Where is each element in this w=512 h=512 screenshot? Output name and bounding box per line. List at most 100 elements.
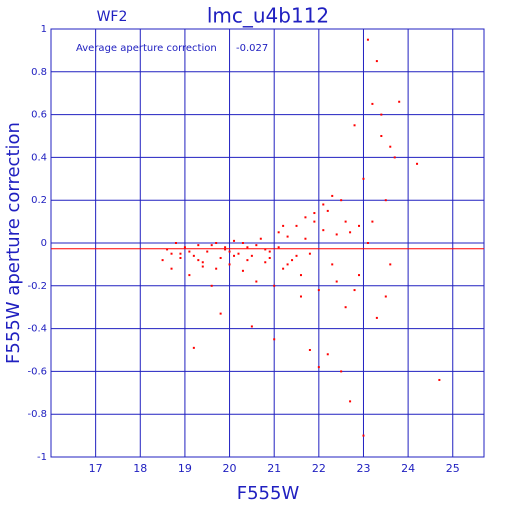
point xyxy=(371,102,374,105)
y-tick-label: -0.8 xyxy=(27,409,47,420)
point xyxy=(340,199,343,202)
point xyxy=(308,252,311,255)
y-tick-label: -0.2 xyxy=(27,281,47,292)
point xyxy=(264,261,267,264)
point xyxy=(286,235,289,238)
y-tick-label: 0.2 xyxy=(31,195,47,206)
point xyxy=(353,289,356,292)
point xyxy=(197,259,200,262)
point xyxy=(304,216,307,219)
y-tick-label: -0.4 xyxy=(27,324,47,335)
point xyxy=(273,338,276,341)
point xyxy=(233,254,236,257)
point xyxy=(255,280,258,283)
point xyxy=(264,248,267,251)
point xyxy=(389,145,392,148)
annotation: Average aperture correction xyxy=(76,43,217,54)
point xyxy=(259,237,262,240)
point xyxy=(375,60,378,63)
point xyxy=(313,212,316,215)
point xyxy=(299,274,302,277)
point xyxy=(322,203,325,206)
point xyxy=(273,284,276,287)
point xyxy=(224,248,227,251)
point xyxy=(224,246,227,249)
point xyxy=(246,259,249,262)
point xyxy=(331,263,334,266)
point xyxy=(295,254,298,257)
point xyxy=(206,250,209,253)
point xyxy=(344,220,347,223)
point xyxy=(282,267,285,270)
chart-subtitle: WF2 xyxy=(97,9,128,25)
point xyxy=(358,274,361,277)
point xyxy=(246,246,249,249)
x-tick-label: 24 xyxy=(401,462,415,475)
point xyxy=(291,259,294,262)
point xyxy=(215,242,218,244)
point xyxy=(174,242,177,244)
x-tick-label: 25 xyxy=(446,462,460,475)
point xyxy=(250,254,253,257)
point xyxy=(179,252,182,255)
point xyxy=(299,295,302,298)
x-tick-label: 19 xyxy=(178,462,192,475)
point xyxy=(393,156,396,159)
point xyxy=(188,250,191,253)
y-axis-label: F555W aperture correction xyxy=(3,122,24,364)
point xyxy=(282,224,285,227)
point xyxy=(326,353,329,356)
y-tick-label: 0.6 xyxy=(31,110,47,121)
point xyxy=(384,295,387,298)
point xyxy=(228,263,231,266)
y-tick-label: 1 xyxy=(41,24,47,35)
y-tick-label: 0 xyxy=(41,238,47,249)
y-tick-label: -1 xyxy=(37,452,47,463)
x-tick-label: 18 xyxy=(133,462,147,475)
point xyxy=(358,224,361,227)
point xyxy=(344,306,347,309)
point xyxy=(349,231,352,234)
point xyxy=(161,259,164,262)
point xyxy=(210,244,213,247)
point xyxy=(215,267,218,270)
point xyxy=(183,246,186,249)
point xyxy=(268,256,271,259)
point xyxy=(201,265,204,268)
point xyxy=(250,325,253,328)
point xyxy=(317,366,320,369)
point xyxy=(295,224,298,227)
point xyxy=(380,135,383,137)
point xyxy=(277,231,280,234)
point xyxy=(170,267,173,270)
x-tick-label: 22 xyxy=(312,462,326,475)
x-tick-label: 20 xyxy=(223,462,237,475)
y-tick-label: -0.6 xyxy=(27,366,47,377)
point xyxy=(268,250,271,253)
point xyxy=(166,248,169,251)
point xyxy=(197,244,200,247)
point xyxy=(331,194,334,197)
point xyxy=(219,256,222,259)
point xyxy=(375,316,378,319)
point xyxy=(179,256,182,259)
point xyxy=(192,346,195,349)
point xyxy=(308,349,311,351)
point xyxy=(228,250,231,253)
point xyxy=(201,261,204,264)
point xyxy=(188,274,191,277)
point xyxy=(255,244,258,247)
point xyxy=(241,269,244,272)
point xyxy=(380,113,383,116)
point xyxy=(241,242,244,244)
point xyxy=(366,38,369,41)
point xyxy=(362,434,365,437)
point xyxy=(277,246,280,249)
x-tick-label: 23 xyxy=(356,462,370,475)
average-label: -0.027 xyxy=(236,43,268,54)
point xyxy=(384,199,387,202)
point xyxy=(438,378,441,381)
point xyxy=(362,177,365,180)
point xyxy=(389,263,392,266)
